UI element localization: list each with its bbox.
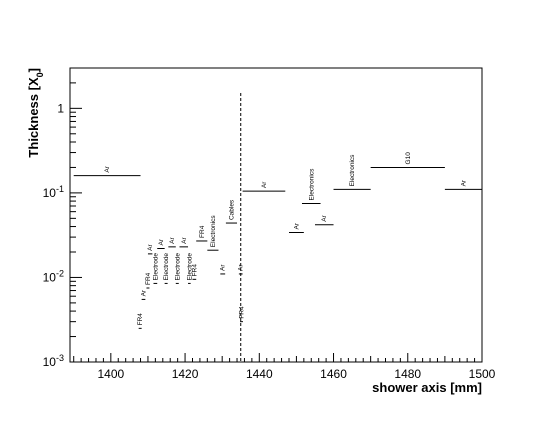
y-tick-label: 10-2 (43, 268, 64, 284)
segment-label-4: Ar (147, 244, 154, 251)
segment-label-25: Ar (460, 179, 467, 186)
segment-label-21: Electronics (308, 168, 315, 201)
x-tick-label: 1420 (172, 367, 199, 381)
segment-label-18: FR4 (238, 306, 245, 319)
segment-label-1: FR4 (137, 313, 144, 326)
x-tick-label: 1460 (320, 367, 347, 381)
segment-label-24: G10 (405, 152, 412, 165)
segment-label-16: Cables (228, 199, 235, 220)
segment-label-10: Ar (181, 237, 188, 244)
plot-frame (69, 67, 483, 363)
segment-label-17: Ar (238, 264, 245, 271)
segment-label-22: Ar (321, 214, 328, 221)
segment-label-23: Electronics (349, 154, 356, 187)
y-tick-label: 10-3 (43, 353, 64, 369)
segment-label-5: Electrode (152, 253, 159, 281)
segment-label-6: Ar (158, 238, 165, 245)
x-axis: 1400 1420 1440 1460 1480 1500 (73, 353, 496, 381)
x-tick-label: 1400 (97, 367, 124, 381)
x-axis-title: shower axis [mm] (372, 380, 482, 395)
segment-label-11: Electrode (186, 253, 193, 281)
x-tick-label: 1500 (469, 367, 496, 381)
segment-label-12: FR4 (191, 264, 198, 277)
segment-label-3: FR4 (145, 272, 152, 285)
y-axis-title-subscript: 0 (35, 72, 45, 77)
plot-frame-group (69, 67, 483, 363)
segment-label-19: Ar (261, 181, 268, 188)
y-axis-title-main: Thickness [X (26, 77, 41, 158)
segment-label-0: Ar (104, 165, 111, 172)
segment-label-7: Electrode (163, 253, 170, 281)
segment-label-15: Ar (220, 264, 227, 271)
segment-label-2: Ar (140, 289, 147, 296)
y-axis: 10-3 10-2 10-1 1 (43, 67, 82, 369)
y-axis-title-close: ] (26, 68, 41, 72)
y-axis-title: Thickness [X0] (26, 68, 45, 158)
x-tick-label: 1480 (394, 367, 421, 381)
x-tick-label: 1440 (246, 367, 273, 381)
data-series: Ar FR4 Ar FR4 Ar Electrode Ar Electrode Ar Electr… (73, 152, 482, 329)
segment-label-13: FR4 (199, 225, 206, 238)
y-tick-label: 10-1 (43, 184, 64, 200)
segment-label-9: Electrode (174, 253, 181, 281)
segment-label-14: Electronics (210, 215, 217, 248)
segment-label-20: Ar (293, 222, 300, 229)
y-tick-label: 1 (57, 101, 64, 115)
segment-label-8: Ar (169, 237, 176, 244)
